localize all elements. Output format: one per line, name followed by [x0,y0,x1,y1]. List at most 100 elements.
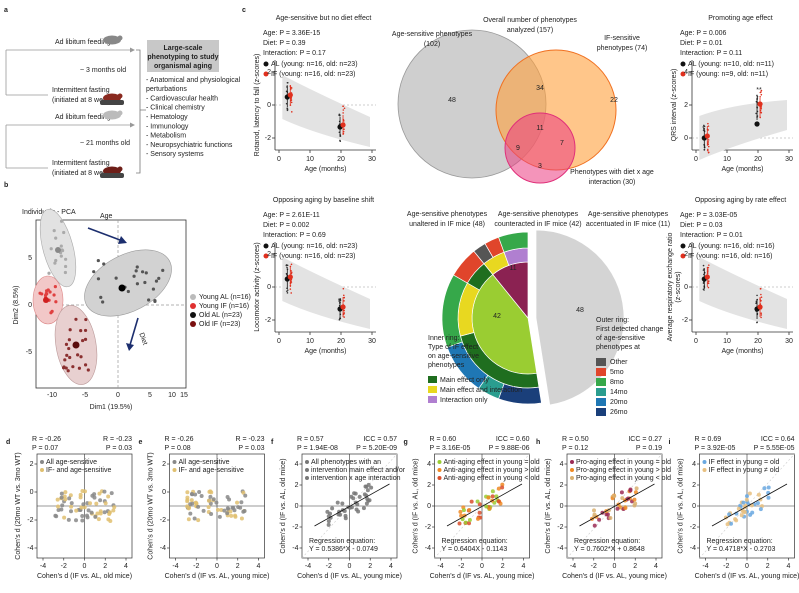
sample-point [193,492,198,497]
sample-point [290,292,293,294]
sample-point [467,507,472,512]
mean-point [340,122,346,128]
stat-text: P = 5.20E-09 [356,445,397,452]
label: Ad libitum feeding [55,39,111,46]
legend-swatch [570,476,574,480]
sample-point [742,510,747,515]
y-axis-label: Cohen's d (IF vs. AL, old mice) [280,458,287,553]
sample-point [467,521,472,526]
sample-point [702,282,705,284]
sample-point [362,492,367,497]
y-tick-label: 2 [560,482,564,489]
sample-point [135,282,140,286]
sample-point [760,316,762,319]
sample-point [81,502,86,507]
y-tick-label: -2 [265,135,271,142]
venn-title: Overall number of phenotypes [483,17,577,24]
sample-point [500,485,505,490]
sample-point [49,247,53,251]
mouse-icon [117,110,123,116]
legend-title: of age-sensitive [596,335,645,342]
sample-point [206,498,211,503]
stat-text: Diet: P = 0.01 [680,40,723,47]
sample-point [64,342,69,347]
legend-label: 26mo [610,409,628,416]
legend-label: All age-sensitive [46,459,97,466]
sample-point [134,269,138,273]
arrow-head [118,236,127,244]
sample-point [342,294,345,297]
x-tick-label: -2 [193,563,199,570]
venn-interaction [504,112,576,184]
sample-point [63,490,68,495]
pie-header: Age-sensitive phenotypes [407,211,488,218]
stat-text: Interaction: P = 0.17 [263,50,326,57]
sample-point [707,264,710,266]
sample-point [286,264,289,267]
sample-point [707,280,710,283]
stat-text: R = -0.26 [165,436,194,443]
stat-text: P = 0.08 [165,445,191,452]
sample-point [628,487,633,492]
reference-band [699,100,787,160]
sample-point [192,516,197,521]
label: ~ 21 months old [80,140,130,147]
y-tick-label: 4 [692,461,696,468]
x-tick-label: 20 [754,338,762,345]
sample-point [102,489,107,494]
sample-point [461,508,466,513]
y-axis-label: Rotarod, latency to fall (z-scores) [254,54,261,157]
y-tick-label: 0 [560,503,564,510]
sample-point [748,512,753,517]
sample-point [760,107,763,110]
sample-point [330,506,335,511]
sample-point [747,491,752,496]
sample-point [53,513,58,518]
sample-point [759,287,762,290]
sample-point [188,502,193,507]
x-tick-label: 4 [124,563,128,570]
sample-point [196,504,201,509]
stat-text: Age: P = 2.61E-11 [263,212,320,219]
sample-point [225,506,230,511]
sample-point [99,295,103,299]
sample-point [325,509,330,514]
sample-point [108,518,113,523]
sample-point [111,508,116,513]
legend-label: Anti-aging effect in young > old [444,467,540,474]
x-axis-label: Cohen's d (IF vs. AL, young mice) [430,573,535,580]
x-axis-label: Cohen's d (IF vs. AL, old mice) [37,573,132,580]
sample-point [290,99,293,101]
pie-header: unaltered in IF mice (48) [409,221,485,228]
x-axis-label: Cohen's d (IF vs. AL, young mice) [562,573,667,580]
y-tick-label: -4 [27,545,33,552]
mean-point [704,274,710,280]
centroid [55,247,61,253]
stat-text: Interaction: P = 0.01 [680,232,743,239]
stat-text: Age: P = 0.006 [680,30,726,37]
sample-point [69,501,74,506]
legend-label: Old AL (n=23) [199,312,242,319]
y-tick-label: 5 [28,255,32,262]
stat-text: Interaction: P = 0.11 [680,50,742,57]
regression-line [579,483,655,527]
y-axis-label: Average respiratory exchange ratio [667,232,674,341]
bracket [136,49,146,174]
y-tick-label: -2 [265,317,271,324]
x-tick-label: 10 [168,392,176,399]
sample-point [74,317,78,321]
sample-point [335,500,340,505]
x-tick-label: 0 [277,156,281,163]
arrow-head [126,343,134,351]
sample-point [154,279,159,283]
sample-point [66,369,70,373]
stat-text: Diet: P = 0.002 [263,222,309,229]
sample-point [702,269,705,271]
sample-point [361,506,366,511]
legend-swatch [437,460,442,464]
sample-point [619,490,624,495]
sample-point [185,490,190,495]
legend-title: First detected change [596,326,663,333]
legend-label: Pro-aging effect in young > old [576,467,671,474]
subplot-title: Age-sensitive but no diet effect [276,15,372,22]
